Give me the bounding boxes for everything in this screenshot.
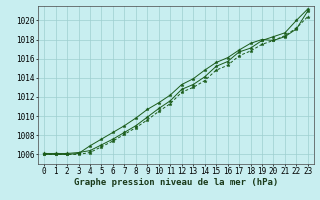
X-axis label: Graphe pression niveau de la mer (hPa): Graphe pression niveau de la mer (hPa): [74, 178, 278, 187]
